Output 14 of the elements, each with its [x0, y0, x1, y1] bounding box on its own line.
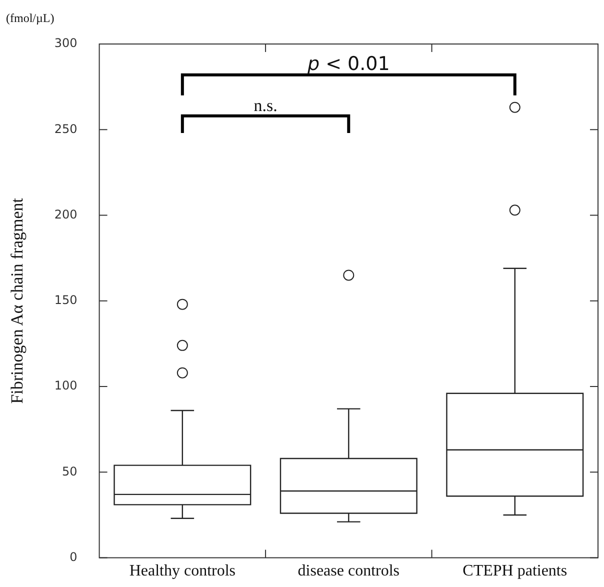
y-tick-label: 0 — [70, 550, 78, 564]
annotation: p < 0.01 — [306, 52, 390, 75]
y-tick-label: 100 — [54, 378, 78, 393]
annotation: n.s. — [254, 96, 278, 115]
y-tick-label: 150 — [54, 293, 78, 308]
y-tick-label: 50 — [62, 464, 78, 478]
y-tick-label: 250 — [54, 122, 78, 136]
x-tick-label: CTEPH patients — [462, 562, 568, 580]
y-tick-label: 200 — [54, 207, 78, 222]
y-axis-title: Fibrinogen Aα chain fragment — [8, 198, 27, 404]
y-tick-label: 300 — [54, 36, 78, 50]
x-tick-label: disease controls — [298, 562, 400, 580]
text: (fmol/µL) — [6, 11, 54, 25]
x-tick-label: Healthy controls — [129, 562, 236, 580]
